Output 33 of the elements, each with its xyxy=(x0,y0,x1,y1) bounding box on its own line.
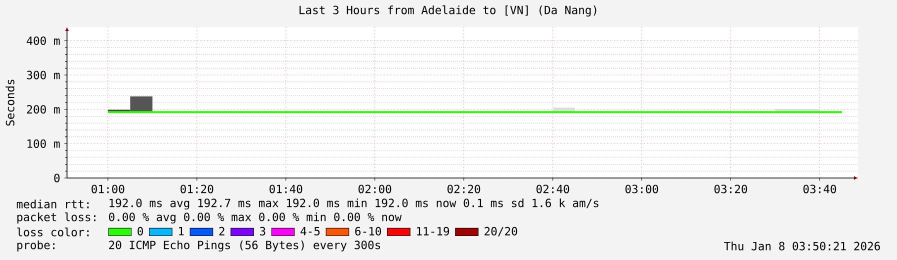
x-tick-label: 03:40 xyxy=(803,184,836,194)
x-tick-label: 01:40 xyxy=(270,184,302,194)
legend-title: loss color: xyxy=(17,228,89,236)
y-tick-label: 400 m xyxy=(26,36,60,46)
text: probe: xyxy=(17,240,54,252)
text: packet loss: xyxy=(17,212,96,224)
x-tick-label: 02:40 xyxy=(536,184,570,194)
chart-title: Last 3 Hours from Adelaide to [VN] (Da Nang) xyxy=(300,5,596,17)
text: 192.0 ms avg 192.7 ms max 192.0 ms min 192.0 ms now 0.1 ms sd 1.6 k am/s xyxy=(110,198,598,210)
legend-label: 3 xyxy=(260,226,266,236)
x-tick-label: 01:20 xyxy=(180,184,214,194)
legend-label: 4-5 xyxy=(300,227,320,236)
y-tick-label: 100 m xyxy=(28,139,60,148)
text: median rtt: xyxy=(16,200,89,208)
x-tick-label: 01:00 xyxy=(92,184,124,194)
x-tick-label: 03:20 xyxy=(714,184,748,194)
legend-label: 6-10 xyxy=(355,226,382,236)
bar xyxy=(130,96,152,112)
legend-label: 2 xyxy=(219,226,224,236)
x-tick-label: 03:00 xyxy=(625,184,658,194)
text: 20 ICMP Echo Pings (56 Bytes) every 300s xyxy=(109,240,380,252)
y-tick-label: 300 m xyxy=(26,70,60,80)
legend-label: 1 xyxy=(179,227,184,236)
y-axis-title: Seconds xyxy=(6,80,14,126)
legend-label: 20/20 xyxy=(484,226,518,236)
legend-label: 0 xyxy=(138,226,143,236)
x-tick-label: 02:00 xyxy=(358,184,392,194)
x-tick-label: 02:20 xyxy=(448,184,480,194)
y-tick-label: 0 xyxy=(54,174,60,182)
text: Thu Jan 8 03:50:21 2026 xyxy=(724,242,880,250)
y-tick-label: 200 m xyxy=(27,105,60,114)
legend-label: 11-19 xyxy=(417,226,450,236)
text: 0.00 % avg 0.00 % max 0.00 % min 0.00 % now xyxy=(109,212,402,224)
